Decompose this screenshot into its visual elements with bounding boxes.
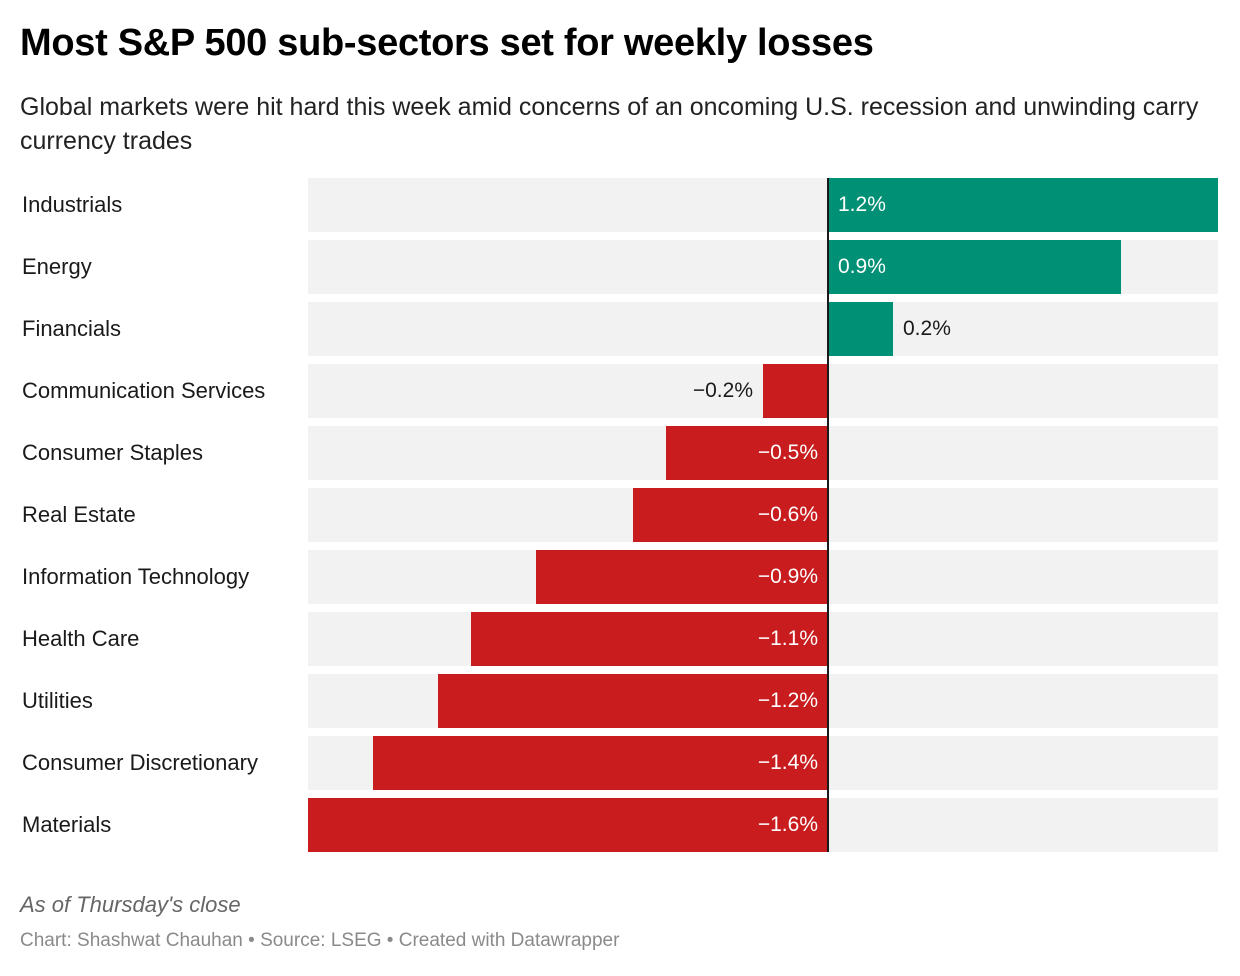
data-label: 1.2% (838, 193, 886, 216)
chart-subtitle: Global markets were hit hard this week a… (20, 93, 1199, 155)
bar (828, 240, 1121, 294)
category-label: Energy (22, 254, 92, 279)
data-label: −0.2% (692, 379, 753, 402)
bar (633, 488, 828, 542)
category-label: Consumer Discretionary (22, 750, 258, 775)
bar (438, 674, 828, 728)
bar (308, 798, 828, 852)
data-label: −1.1% (757, 627, 818, 650)
category-label: Real Estate (22, 502, 136, 527)
data-label: 0.9% (838, 255, 886, 278)
data-label: −0.9% (757, 565, 818, 588)
category-label: Industrials (22, 192, 123, 217)
category-label: Consumer Staples (22, 440, 203, 465)
category-label: Health Care (22, 626, 140, 651)
data-label: −0.5% (757, 441, 818, 464)
category-label: Financials (22, 316, 122, 341)
chart-notes: As of Thursday's close (20, 892, 241, 917)
chart-title: Most S&P 500 sub-sectors set for weekly … (20, 22, 874, 64)
data-label: 0.2% (903, 317, 951, 340)
zero-axis-line (827, 178, 829, 852)
bar (470, 612, 828, 666)
bar (535, 550, 828, 604)
category-label: Communication Services (22, 378, 266, 403)
data-label: −1.4% (757, 751, 818, 774)
data-label: −1.6% (757, 813, 818, 836)
data-label: −1.2% (757, 689, 818, 712)
data-label: −0.6% (757, 503, 818, 526)
bar (828, 302, 893, 356)
bar (828, 178, 1218, 232)
bar-background (308, 302, 1218, 356)
category-label: Information Technology (22, 564, 250, 589)
chart-byline: Chart: Shashwat Chauhan • Source: LSEG •… (20, 930, 620, 951)
bar (665, 426, 828, 480)
bar (373, 736, 828, 790)
category-label: Utilities (22, 688, 93, 713)
bar (763, 364, 828, 418)
category-label: Materials (22, 812, 112, 837)
